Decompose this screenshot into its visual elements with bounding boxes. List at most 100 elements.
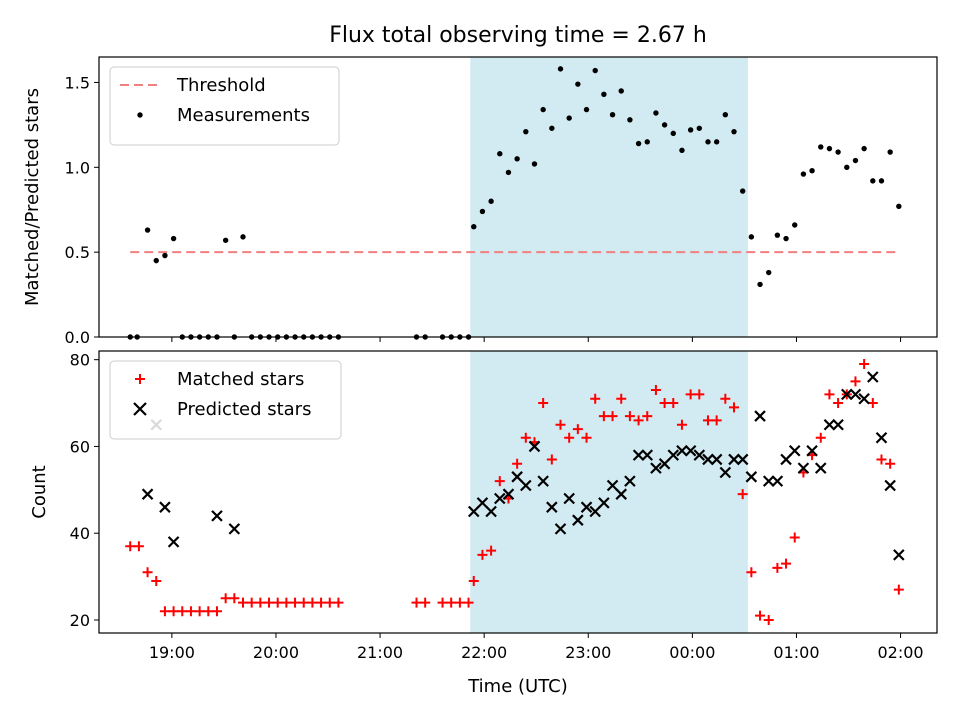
data-point: [153, 257, 159, 264]
data-point: [446, 597, 457, 608]
data-point: [203, 606, 214, 617]
data-point: [745, 471, 758, 483]
data-point: [653, 110, 659, 116]
y-tick-label: 60: [70, 437, 90, 456]
data-point: [814, 462, 827, 474]
data-point: [546, 501, 558, 513]
data-point: [609, 111, 616, 118]
data-point: [670, 130, 676, 137]
data-point: [488, 198, 494, 204]
data-point: [194, 606, 205, 617]
data-point: [467, 505, 480, 518]
data-point: [684, 445, 697, 457]
data-point: [642, 411, 653, 422]
data-point: [887, 149, 893, 155]
data-point: [494, 492, 506, 505]
data-point: [797, 462, 810, 474]
data-point: [598, 497, 610, 509]
data-point: [729, 402, 740, 413]
data-point: [800, 171, 807, 177]
data-point: [572, 424, 583, 435]
data-point: [667, 449, 680, 461]
data-point: [833, 398, 844, 409]
y-tick-label: 0.5: [65, 243, 90, 262]
data-point: [659, 398, 670, 409]
y-tick-label: 1.0: [65, 158, 90, 177]
x-tick-label: 02:00: [878, 643, 924, 662]
ratio-axes: 0.0 0.5 1.0 1.5 Threshold Measurements: [65, 56, 938, 347]
data-point: [298, 597, 309, 608]
data-point: [546, 454, 557, 465]
data-point: [281, 597, 292, 608]
data-point: [514, 156, 520, 162]
data-point: [809, 167, 815, 174]
data-point: [679, 147, 685, 154]
data-point: [746, 567, 757, 578]
data-point: [290, 597, 301, 608]
data-point: [468, 575, 479, 586]
data-point: [650, 385, 661, 396]
data-point: [479, 208, 486, 215]
data-point: [549, 125, 555, 131]
highlight-band: [470, 351, 748, 633]
data-point: [624, 475, 636, 487]
data-point: [635, 140, 642, 147]
data-point: [512, 458, 523, 469]
data-point: [601, 91, 607, 98]
legend: Matched stars Predicted stars: [109, 360, 342, 440]
data-point: [502, 488, 515, 500]
data-point: [540, 106, 546, 113]
data-point: [144, 227, 151, 233]
data-point: [641, 449, 654, 461]
data-point: [141, 488, 154, 500]
data-point: [246, 597, 257, 608]
data-point: [783, 235, 789, 242]
y-tick-label: 20: [70, 611, 90, 630]
data-point: [566, 115, 572, 121]
data-point: [658, 458, 671, 470]
x-tick-label: 23:00: [565, 643, 611, 662]
data-point: [815, 432, 826, 443]
legend-label: Measurements: [177, 105, 310, 126]
data-point: [505, 169, 512, 176]
data-point: [755, 610, 766, 621]
data-point: [528, 440, 541, 453]
data-point: [228, 523, 241, 535]
data-point: [668, 398, 679, 409]
data-point: [722, 111, 729, 118]
data-point: [711, 415, 722, 426]
data-point: [705, 139, 711, 145]
legend-swatch: [135, 374, 145, 384]
data-point: [702, 453, 714, 466]
data-point: [870, 178, 876, 184]
legend-label: Threshold: [176, 75, 266, 96]
data-point: [693, 449, 706, 461]
data-point: [592, 67, 598, 74]
y-axis-label-count: Count: [29, 465, 50, 518]
data-point: [255, 597, 266, 608]
data-point: [167, 536, 180, 548]
data-point: [557, 66, 564, 72]
data-point: [844, 164, 850, 171]
data-point: [264, 597, 275, 608]
data-point: [531, 161, 538, 167]
data-point: [598, 411, 609, 422]
data-point: [728, 453, 740, 466]
data-point: [589, 505, 601, 518]
data-point: [696, 125, 703, 131]
data-point: [661, 122, 668, 128]
data-point: [774, 232, 781, 238]
data-point: [736, 453, 749, 466]
legend-box: [109, 66, 340, 146]
axes-frame: [98, 350, 938, 634]
data-point: [618, 88, 624, 94]
data-point: [859, 359, 870, 370]
data-point: [632, 449, 645, 461]
data-point: [789, 532, 800, 543]
data-point: [841, 388, 853, 401]
data-point: [272, 597, 283, 608]
data-point: [590, 393, 601, 404]
data-point: [142, 567, 153, 578]
y-tick-label: 40: [70, 524, 90, 543]
data-point: [762, 475, 775, 487]
